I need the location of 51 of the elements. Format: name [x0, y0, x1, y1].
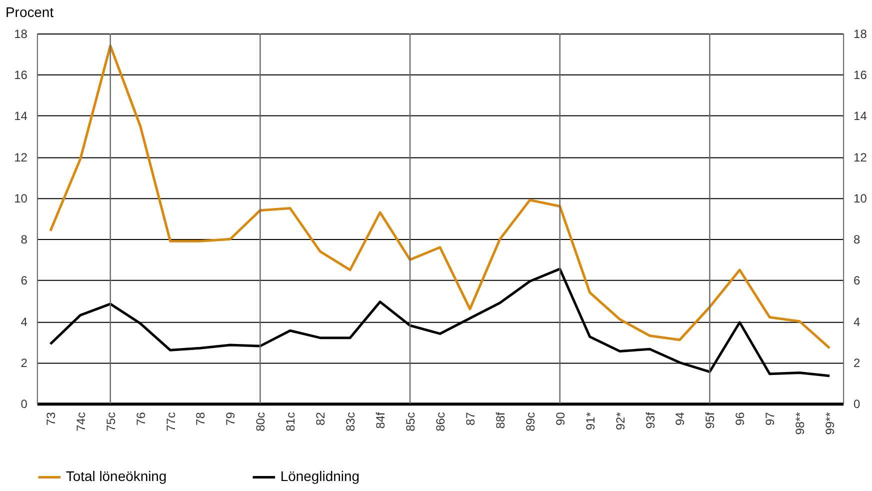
x-tick-label: 79: [224, 412, 238, 426]
x-tick-label: 87: [463, 412, 478, 426]
x-tick-label: 97: [763, 412, 778, 426]
y-tick-label: 12: [14, 150, 28, 164]
y-tick-label: 6: [20, 274, 28, 288]
y-tick-label: 2: [20, 356, 28, 370]
y-tick-label: 14: [14, 109, 28, 124]
x-tick-label: 99**: [823, 412, 838, 435]
x-tick-label: 93f: [643, 411, 658, 429]
x-tick-label: 95f: [703, 411, 718, 429]
y2-tick-label: 0: [854, 397, 861, 412]
x-tick-label: 92*: [613, 412, 628, 430]
legend-label: Total löneökning: [66, 468, 167, 484]
y-tick-label: 0: [20, 397, 28, 412]
y2-tick-label: 6: [854, 274, 861, 288]
y2-tick-label: 4: [854, 314, 861, 329]
x-tick-label: 80c: [254, 412, 268, 432]
y2-tick-label: 16: [854, 68, 868, 82]
x-tick-label: 94: [673, 412, 688, 426]
y2-tick-label: 12: [854, 150, 868, 164]
x-tick-label: 73: [44, 412, 58, 426]
x-tick-label: 81c: [284, 412, 298, 432]
x-tick-label: 84f: [374, 411, 388, 429]
x-tick-label: 75c: [104, 412, 118, 432]
x-tick-label: 88f: [493, 411, 508, 429]
y-tick-label: 16: [14, 68, 28, 82]
y2-tick-label: 18: [854, 26, 868, 41]
y-tick-label: 8: [20, 232, 28, 247]
x-tick-label: 77c: [164, 412, 178, 432]
y-tick-label: 18: [14, 26, 28, 41]
x-tick-label: 85c: [404, 412, 418, 432]
x-tick-label: 76: [134, 412, 148, 426]
y-tick-label: 10: [14, 191, 28, 206]
legend-label: Löneglidning: [280, 468, 360, 484]
y2-tick-label: 14: [854, 109, 868, 124]
x-tick-label: 74c: [74, 412, 88, 432]
y2-tick-label: 10: [854, 191, 868, 206]
line-series: [49, 44, 831, 350]
y-axis-title: Procent: [5, 4, 54, 20]
x-tick-label: 78: [194, 412, 208, 426]
x-tick-label: 98**: [793, 412, 808, 435]
x-tick-label: 82: [314, 412, 328, 426]
y-tick-label: 4: [20, 314, 28, 329]
y2-tick-label: 2: [854, 356, 861, 370]
x-tick-label: 90: [553, 412, 568, 426]
x-tick-label: 89c: [523, 412, 538, 432]
x-tick-label: 96: [733, 412, 748, 426]
x-tick-label: 86c: [433, 412, 448, 432]
x-tick-label: 83c: [344, 412, 358, 432]
y2-tick-label: 8: [854, 232, 861, 247]
x-tick-label: 91*: [583, 412, 598, 430]
